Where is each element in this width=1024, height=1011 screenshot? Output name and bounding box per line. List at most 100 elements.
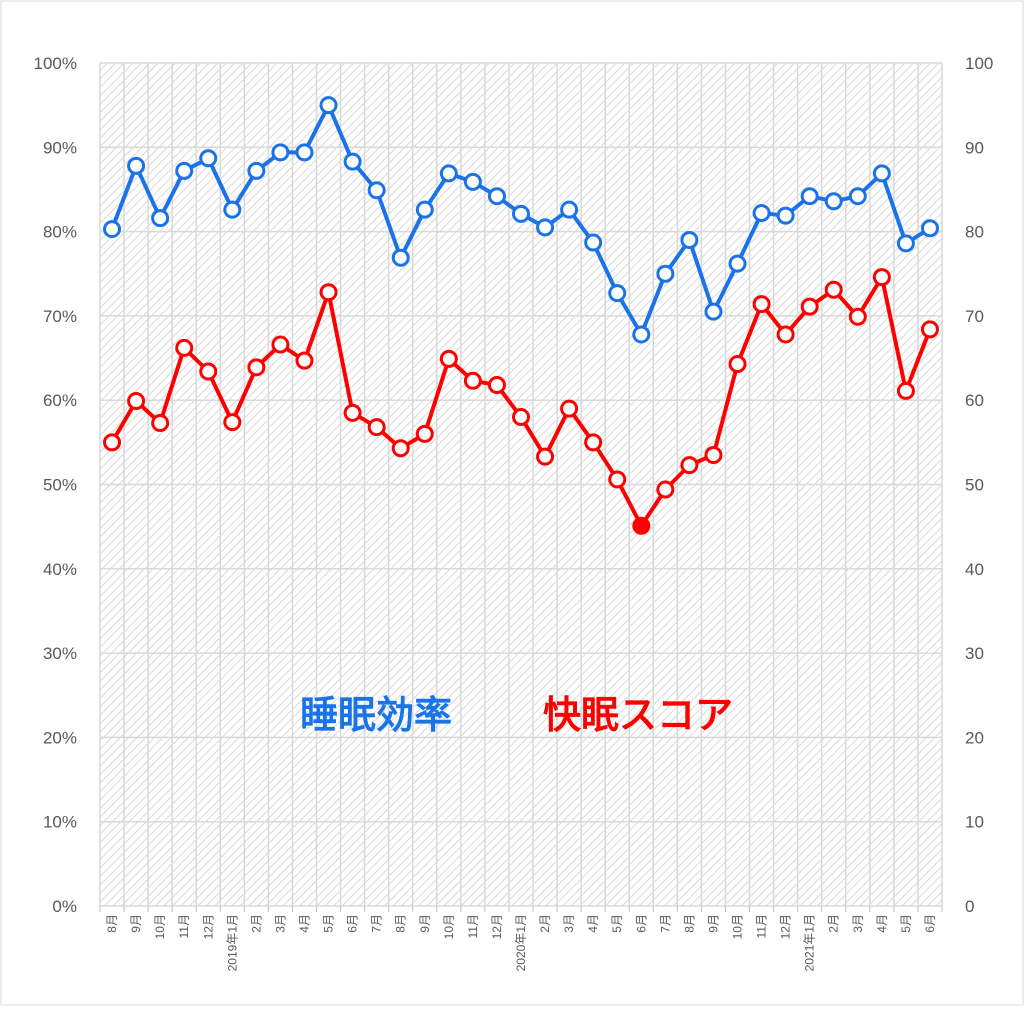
data-point [872, 268, 891, 287]
x-tick-label: 7月 [370, 914, 384, 933]
data-point [367, 418, 386, 437]
y-right-tick-label: 70 [965, 307, 984, 326]
data-point [872, 164, 891, 183]
data-point [584, 433, 603, 452]
y-right-tick-label: 20 [965, 728, 984, 747]
data-point [271, 143, 290, 162]
x-tick-label: 12月 [201, 914, 215, 939]
data-point [824, 280, 843, 299]
data-point [247, 161, 266, 180]
data-point [415, 200, 434, 219]
data-point [584, 233, 603, 252]
x-axis: 8月 9月 10月 11月 12月 2019年1月 2月 3月 4月 5月 6月 7月 8月 9月 10月 1… [105, 914, 937, 971]
x-tick-label: 4月 [297, 914, 311, 933]
data-point [367, 181, 386, 200]
data-point [127, 156, 146, 175]
x-tick-label: 9月 [129, 914, 143, 933]
data-point [680, 456, 699, 475]
x-tick-label: 8月 [394, 914, 408, 933]
data-point [151, 209, 170, 228]
data-point [776, 206, 795, 225]
data-point [463, 172, 482, 191]
data-point [343, 403, 362, 422]
y-axis-right: 0 10 20 30 40 50 60 70 80 90 100 [965, 54, 993, 916]
data-point [728, 354, 747, 373]
x-tick-label: 8月 [682, 914, 696, 933]
x-tick-label: 4月 [586, 914, 600, 933]
y-right-tick-label: 90 [965, 138, 984, 157]
y-left-tick-label: 20% [43, 728, 77, 747]
data-point [103, 220, 122, 239]
data-point [175, 338, 194, 357]
y-left-tick-label: 10% [43, 813, 77, 832]
data-point [415, 424, 434, 443]
data-point [824, 192, 843, 211]
y-left-tick-label: 90% [43, 138, 77, 157]
x-tick-label: 2020年1月 [514, 914, 528, 971]
x-tick-label: 6月 [634, 914, 648, 933]
y-left-tick-label: 40% [43, 560, 77, 579]
data-point [704, 302, 723, 321]
data-point [199, 149, 218, 168]
y-right-tick-label: 100 [965, 54, 993, 73]
data-point [800, 297, 819, 316]
x-tick-label: 5月 [322, 914, 336, 933]
x-tick-label: 3月 [851, 914, 865, 933]
x-tick-label: 3月 [273, 914, 287, 933]
x-tick-label: 2019年1月 [225, 914, 239, 971]
data-point [151, 413, 170, 432]
x-tick-label: 10月 [153, 914, 167, 939]
legend-series-2: 快眠スコア [543, 695, 733, 737]
data-point [656, 480, 675, 499]
data-point [512, 204, 530, 223]
y-right-tick-label: 10 [965, 813, 984, 832]
legend: 睡眠効率 快眠スコア [300, 695, 733, 737]
y-right-tick-label: 50 [965, 476, 984, 495]
data-point [752, 204, 771, 223]
data-point [536, 447, 555, 466]
data-point [728, 254, 747, 273]
data-point [439, 349, 458, 368]
x-tick-label: 10月 [442, 914, 456, 939]
data-point [223, 413, 242, 432]
series-layer [103, 96, 939, 535]
data-point [608, 284, 627, 303]
data-point [199, 362, 218, 381]
x-tick-label: 2月 [249, 914, 263, 933]
y-right-tick-label: 0 [965, 897, 974, 916]
data-point [439, 164, 458, 183]
y-left-tick-label: 0% [52, 897, 77, 916]
data-point [776, 325, 795, 344]
x-tick-label: 11月 [177, 914, 191, 938]
y-left-tick-label: 80% [43, 223, 77, 242]
y-left-tick-label: 70% [43, 307, 77, 326]
data-point [920, 320, 939, 339]
data-point [223, 200, 242, 219]
x-tick-label: 2021年1月 [803, 914, 817, 971]
x-tick-label: 12月 [490, 914, 504, 939]
data-point [295, 143, 314, 162]
data-point [800, 187, 819, 206]
y-right-tick-label: 60 [965, 391, 984, 410]
data-point [512, 408, 530, 427]
data-point [247, 358, 266, 377]
highlight-point [632, 516, 651, 535]
data-point [487, 376, 506, 395]
x-tick-label: 12月 [779, 914, 793, 939]
data-point [680, 231, 699, 250]
y-left-tick-label: 100% [34, 54, 77, 73]
x-tick-label: 2月 [538, 914, 552, 933]
data-point [343, 152, 362, 171]
series-1 [103, 96, 939, 344]
data-point [127, 392, 146, 411]
y-right-tick-label: 80 [965, 223, 984, 242]
y-left-tick-label: 50% [43, 476, 77, 495]
x-tick-label: 4月 [875, 914, 889, 933]
data-point [920, 219, 939, 238]
data-point [752, 295, 771, 314]
x-tick-label: 5月 [610, 914, 624, 933]
grid-lines [99, 62, 943, 912]
data-point [319, 283, 338, 302]
y-left-tick-label: 60% [43, 391, 77, 410]
